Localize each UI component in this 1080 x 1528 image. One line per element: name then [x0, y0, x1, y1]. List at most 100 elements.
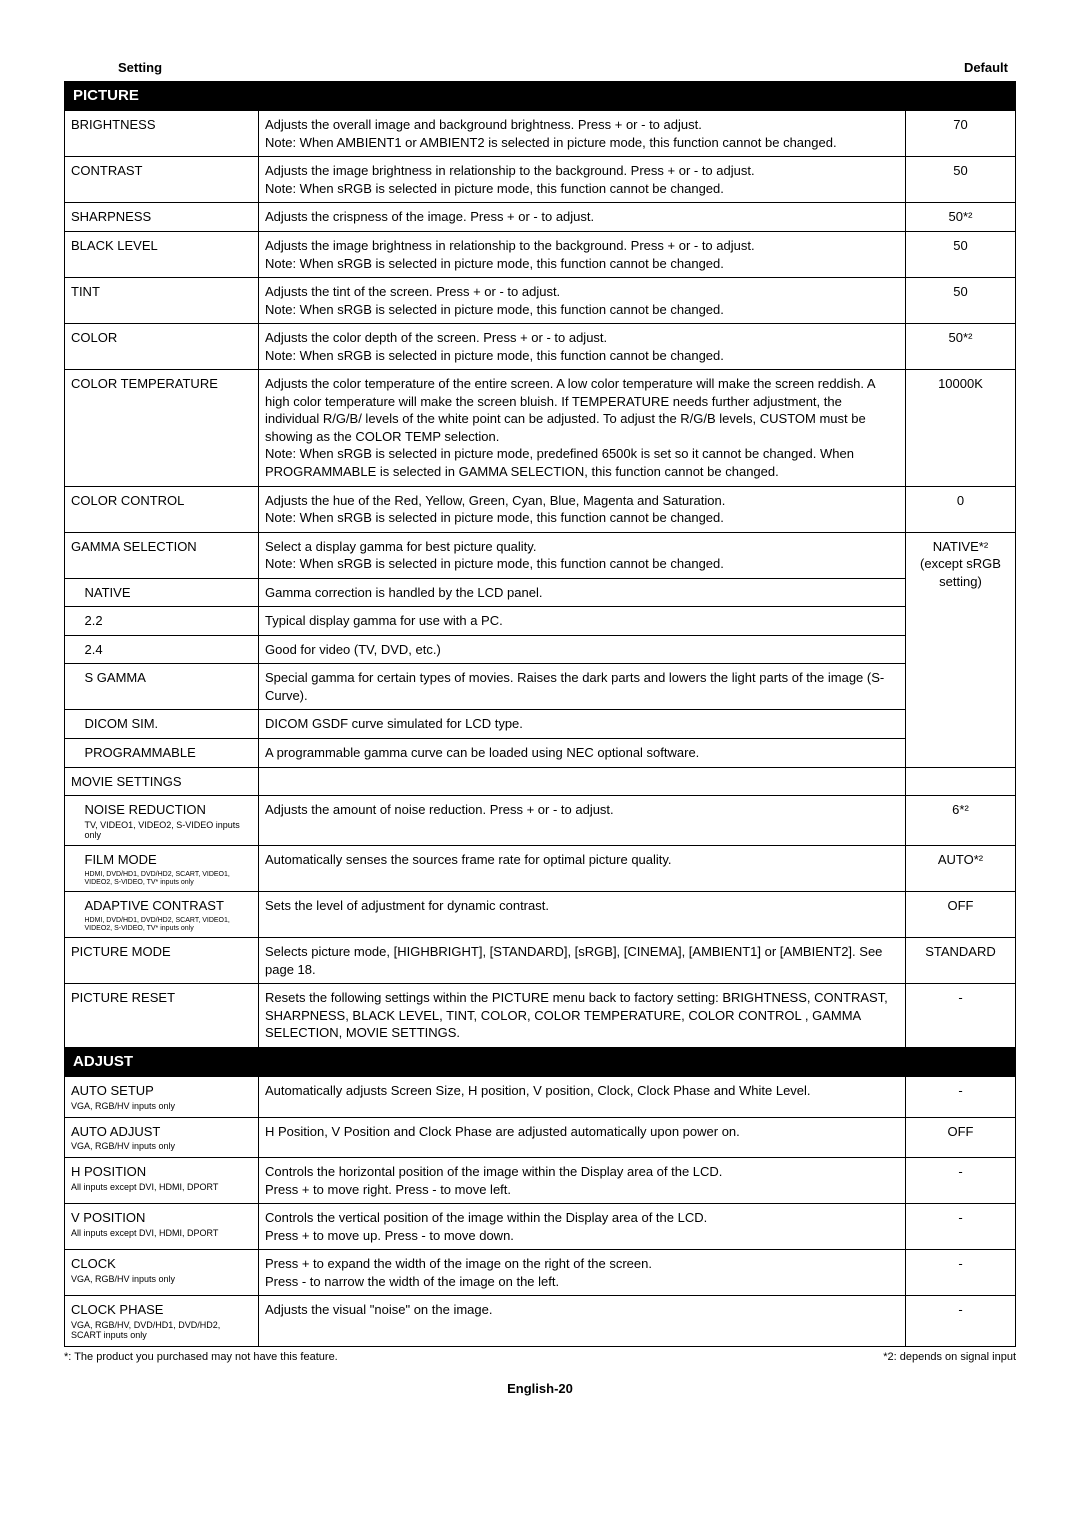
black-level-default: 50	[905, 231, 1015, 277]
section-picture: PICTURE	[65, 82, 1016, 111]
row-gamma-22: 2.2 Typical display gamma for use with a…	[65, 607, 1016, 636]
tint-default: 50	[905, 278, 1015, 324]
row-film-mode: FILM MODE HDMI, DVD/HD1, DVD/HD2, SCART,…	[65, 846, 1016, 892]
auto-adjust-cell: AUTO ADJUST VGA, RGB/HV inputs only	[65, 1117, 259, 1157]
v-position-name: V POSITION	[71, 1210, 145, 1225]
gamma-dicom-name: DICOM SIM.	[79, 710, 259, 739]
gamma-24-desc: Good for video (TV, DVD, etc.)	[259, 635, 906, 664]
row-contrast: CONTRAST Adjusts the image brightness in…	[65, 157, 1016, 203]
tint-desc: Adjusts the tint of the screen. Press + …	[259, 278, 906, 324]
gamma-name: GAMMA SELECTION	[65, 532, 259, 578]
h-position-name: H POSITION	[71, 1164, 146, 1179]
section-adjust: ADJUST	[65, 1048, 1016, 1077]
movie-settings-desc	[259, 767, 906, 796]
black-level-desc: Adjusts the image brightness in relation…	[259, 231, 906, 277]
row-clock: CLOCK VGA, RGB/HV inputs only Press + to…	[65, 1250, 1016, 1296]
gamma-sgamma-name: S GAMMA	[79, 664, 259, 710]
clock-phase-default: -	[905, 1296, 1015, 1346]
clock-phase-desc: Adjusts the visual "noise" on the image.	[259, 1296, 906, 1346]
auto-setup-cell: AUTO SETUP VGA, RGB/HV inputs only	[65, 1077, 259, 1117]
gamma-prog-desc: A programmable gamma curve can be loaded…	[259, 739, 906, 768]
row-noise-reduction: NOISE REDUCTION TV, VIDEO1, VIDEO2, S-VI…	[65, 796, 1016, 846]
v-position-note: All inputs except DVI, HDMI, DPORT	[71, 1229, 252, 1239]
row-picture-mode: PICTURE MODE Selects picture mode, [HIGH…	[65, 938, 1016, 984]
row-black-level: BLACK LEVEL Adjusts the image brightness…	[65, 231, 1016, 277]
gamma-sgamma-desc: Special gamma for certain types of movie…	[259, 664, 906, 710]
picture-reset-name: PICTURE RESET	[65, 984, 259, 1048]
adaptive-contrast-desc: Sets the level of adjustment for dynamic…	[259, 892, 906, 938]
footnotes: *: The product you purchased may not hav…	[64, 1351, 1016, 1363]
h-position-default: -	[905, 1158, 1015, 1204]
sharpness-desc: Adjusts the crispness of the image. Pres…	[259, 203, 906, 232]
clock-phase-name: CLOCK PHASE	[71, 1302, 163, 1317]
clock-note: VGA, RGB/HV inputs only	[71, 1275, 252, 1285]
gamma-24-name: 2.4	[79, 635, 259, 664]
noise-reduction-cell: NOISE REDUCTION TV, VIDEO1, VIDEO2, S-VI…	[79, 796, 259, 846]
row-gamma-dicom: DICOM SIM. DICOM GSDF curve simulated fo…	[65, 710, 1016, 739]
brightness-default: 70	[905, 111, 1015, 157]
auto-setup-name: AUTO SETUP	[71, 1083, 154, 1098]
film-mode-note: HDMI, DVD/HD1, DVD/HD2, SCART, VIDEO1, V…	[85, 871, 253, 886]
film-mode-name: FILM MODE	[85, 852, 157, 867]
noise-reduction-name: NOISE REDUCTION	[85, 802, 206, 817]
gamma-desc: Select a display gamma for best picture …	[259, 532, 906, 578]
gamma-prog-name: PROGRAMMABLE	[79, 739, 259, 768]
movie-settings-name: MOVIE SETTINGS	[65, 767, 259, 796]
row-tint: TINT Adjusts the tint of the screen. Pre…	[65, 278, 1016, 324]
auto-adjust-note: VGA, RGB/HV inputs only	[71, 1142, 252, 1152]
clock-cell: CLOCK VGA, RGB/HV inputs only	[65, 1250, 259, 1296]
section-adjust-title: ADJUST	[65, 1048, 1016, 1077]
row-v-position: V POSITION All inputs except DVI, HDMI, …	[65, 1204, 1016, 1250]
color-control-name: COLOR CONTROL	[65, 486, 259, 532]
row-picture-reset: PICTURE RESET Resets the following setti…	[65, 984, 1016, 1048]
contrast-desc: Adjusts the image brightness in relation…	[259, 157, 906, 203]
row-color: COLOR Adjusts the color depth of the scr…	[65, 324, 1016, 370]
brightness-desc: Adjusts the overall image and background…	[259, 111, 906, 157]
row-adaptive-contrast: ADAPTIVE CONTRAST HDMI, DVD/HD1, DVD/HD2…	[65, 892, 1016, 938]
adaptive-contrast-default: OFF	[905, 892, 1015, 938]
color-default: 50*²	[905, 324, 1015, 370]
black-level-name: BLACK LEVEL	[65, 231, 259, 277]
clock-default: -	[905, 1250, 1015, 1296]
adaptive-contrast-note: HDMI, DVD/HD1, DVD/HD2, SCART, VIDEO1, V…	[85, 917, 253, 932]
row-clock-phase: CLOCK PHASE VGA, RGB/HV, DVD/HD1, DVD/HD…	[65, 1296, 1016, 1346]
footnote-right: *2: depends on signal input	[883, 1351, 1016, 1363]
h-position-note: All inputs except DVI, HDMI, DPORT	[71, 1183, 252, 1193]
picture-reset-default: -	[905, 984, 1015, 1048]
brightness-name: BRIGHTNESS	[65, 111, 259, 157]
section-picture-title: PICTURE	[65, 82, 1016, 111]
picture-mode-name: PICTURE MODE	[65, 938, 259, 984]
footnote-left: *: The product you purchased may not hav…	[64, 1351, 338, 1363]
picture-reset-desc: Resets the following settings within the…	[259, 984, 906, 1048]
row-gamma-sgamma: S GAMMA Special gamma for certain types …	[65, 664, 1016, 710]
clock-phase-note: VGA, RGB/HV, DVD/HD1, DVD/HD2, SCART inp…	[71, 1321, 252, 1341]
noise-reduction-note: TV, VIDEO1, VIDEO2, S-VIDEO inputs only	[85, 821, 253, 841]
gamma-dicom-desc: DICOM GSDF curve simulated for LCD type.	[259, 710, 906, 739]
v-position-desc: Controls the vertical position of the im…	[259, 1204, 906, 1250]
clock-phase-cell: CLOCK PHASE VGA, RGB/HV, DVD/HD1, DVD/HD…	[65, 1296, 259, 1346]
clock-desc: Press + to expand the width of the image…	[259, 1250, 906, 1296]
film-mode-cell: FILM MODE HDMI, DVD/HD1, DVD/HD2, SCART,…	[79, 846, 259, 892]
film-mode-default: AUTO*²	[905, 846, 1015, 892]
clock-name: CLOCK	[71, 1256, 116, 1271]
row-gamma-programmable: PROGRAMMABLE A programmable gamma curve …	[65, 739, 1016, 768]
table-header-labels: Setting Default	[64, 60, 1016, 81]
color-temp-desc: Adjusts the color temperature of the ent…	[259, 370, 906, 486]
h-position-desc: Controls the horizontal position of the …	[259, 1158, 906, 1204]
row-color-temp: COLOR TEMPERATURE Adjusts the color temp…	[65, 370, 1016, 486]
gamma-22-name: 2.2	[79, 607, 259, 636]
film-mode-desc: Automatically senses the sources frame r…	[259, 846, 906, 892]
color-control-default: 0	[905, 486, 1015, 532]
row-gamma-24: 2.4 Good for video (TV, DVD, etc.)	[65, 635, 1016, 664]
sharpness-name: SHARPNESS	[65, 203, 259, 232]
row-auto-adjust: AUTO ADJUST VGA, RGB/HV inputs only H Po…	[65, 1117, 1016, 1157]
tint-name: TINT	[65, 278, 259, 324]
color-name: COLOR	[65, 324, 259, 370]
contrast-name: CONTRAST	[65, 157, 259, 203]
v-position-cell: V POSITION All inputs except DVI, HDMI, …	[65, 1204, 259, 1250]
gamma-native-name: NATIVE	[79, 578, 259, 607]
noise-reduction-desc: Adjusts the amount of noise reduction. P…	[259, 796, 906, 846]
color-desc: Adjusts the color depth of the screen. P…	[259, 324, 906, 370]
row-color-control: COLOR CONTROL Adjusts the hue of the Red…	[65, 486, 1016, 532]
color-temp-name: COLOR TEMPERATURE	[65, 370, 259, 486]
